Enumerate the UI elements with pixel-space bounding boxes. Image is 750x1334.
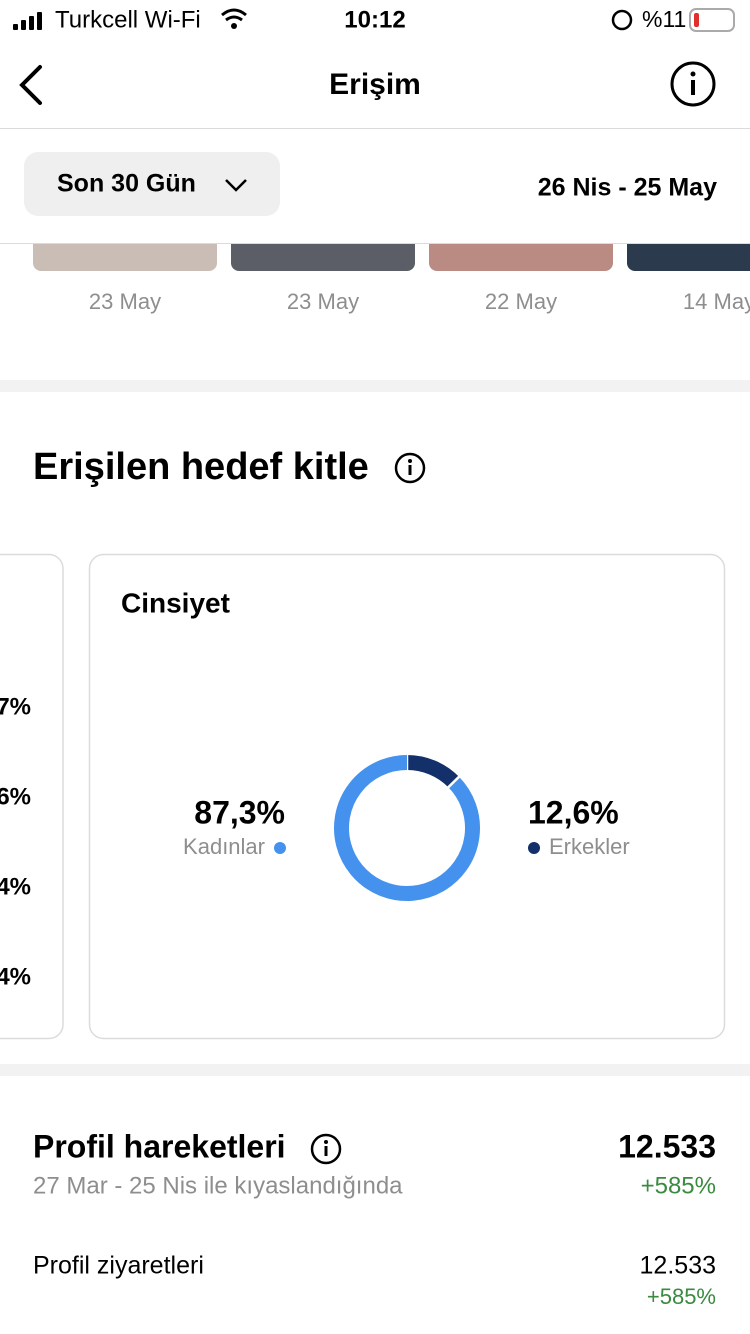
donut-segment bbox=[334, 755, 480, 901]
info-icon[interactable] bbox=[394, 452, 426, 484]
info-icon[interactable] bbox=[310, 1133, 342, 1165]
thumbnail-date: 14 May bbox=[683, 289, 750, 314]
thumbnail-date: 22 May bbox=[485, 289, 557, 314]
back-button[interactable] bbox=[19, 65, 42, 105]
row-label: Profil ziyaretleri bbox=[33, 1252, 204, 1280]
date-range: 26 Nis - 25 May bbox=[538, 174, 717, 202]
period: Son 30 Gün bbox=[57, 170, 196, 198]
row-change: +585% bbox=[647, 1284, 716, 1309]
section-gap bbox=[0, 1064, 750, 1076]
subtitle: 27 Mar - 25 Nis ile kıyaslandığında bbox=[33, 1172, 403, 1199]
thumbnail-date: 23 May bbox=[287, 289, 359, 314]
battery-text: %11 bbox=[642, 6, 686, 32]
period-dropdown[interactable]: Son 30 Gün bbox=[24, 152, 280, 216]
legend-label: Kadınlar bbox=[183, 834, 265, 859]
segment-gap bbox=[445, 774, 462, 790]
age-percent: 4% bbox=[0, 963, 31, 990]
legend-label: Erkekler bbox=[549, 834, 630, 859]
percent: 87,3% bbox=[194, 794, 285, 830]
lock-icon bbox=[611, 9, 633, 31]
thumbnails[interactable] bbox=[0, 225, 750, 271]
row-value: 12.533 bbox=[640, 1252, 716, 1280]
section-title: Erişilen hedef kitle bbox=[33, 446, 369, 488]
info-button[interactable] bbox=[670, 61, 716, 107]
section-title: Profil hareketleri bbox=[33, 1128, 286, 1164]
donut-segment bbox=[406, 755, 459, 788]
percent: 12,6% bbox=[528, 794, 619, 830]
legend-dot bbox=[274, 842, 286, 854]
section-gap bbox=[0, 380, 750, 392]
age-percent: 4% bbox=[0, 873, 31, 900]
header-title: Erişim bbox=[329, 68, 421, 101]
age-percent: 6% bbox=[0, 783, 31, 810]
wifi-icon bbox=[221, 8, 247, 22]
legend-dot bbox=[528, 842, 540, 854]
clock: 10:12 bbox=[344, 6, 405, 33]
battery bbox=[689, 8, 735, 32]
wifi-dot bbox=[231, 23, 237, 29]
age-card bbox=[0, 553, 64, 1040]
gender-card bbox=[88, 553, 726, 1040]
total: 12.533 bbox=[618, 1128, 716, 1164]
carrier: Turkcell Wi-Fi bbox=[55, 6, 201, 33]
change: +585% bbox=[641, 1172, 716, 1199]
signal bbox=[13, 12, 42, 30]
card-title: Cinsiyet bbox=[121, 587, 230, 618]
age-percent: 7% bbox=[0, 693, 31, 720]
thumbnail-date: 23 May bbox=[89, 289, 161, 314]
battery-level bbox=[694, 13, 699, 27]
